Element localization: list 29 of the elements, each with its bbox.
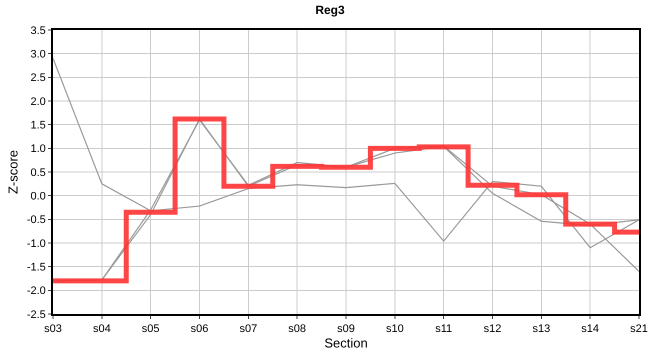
y-tick-label: 1.5 [30, 120, 46, 132]
y-tick-label: 2.5 [30, 72, 46, 84]
y-tick-label: 1.0 [30, 143, 46, 156]
y-axis-title: Z-score [5, 150, 20, 194]
x-tick-label: s08 [288, 323, 306, 336]
x-tick-label: s05 [142, 323, 160, 336]
x-axis-title: Section [324, 335, 368, 350]
x-tick-label: s06 [190, 323, 208, 336]
y-tick-label: 2.0 [30, 96, 46, 108]
x-tick-label: s14 [581, 323, 600, 336]
y-tick-label: 3.0 [30, 48, 46, 61]
y-tick-label: -0.5 [26, 214, 46, 226]
x-tick-label: s07 [239, 323, 258, 336]
y-tick-label: -2.0 [26, 285, 46, 298]
x-tick-label: s11 [435, 323, 452, 336]
x-tick-label: s10 [386, 323, 404, 336]
x-tick-label: s21 [630, 323, 648, 336]
y-tick-label: 0.0 [30, 190, 46, 203]
x-tick-label: s13 [532, 323, 550, 336]
y-tick-label: 3.5 [30, 24, 46, 37]
y-tick-label: -1.0 [26, 238, 46, 250]
x-tick-label: s04 [92, 323, 111, 336]
x-tick-label: s03 [44, 323, 62, 336]
y-tick-label: -2.5 [26, 308, 46, 321]
x-tick-label: s09 [337, 323, 355, 336]
x-tick-label: s12 [484, 323, 502, 336]
y-tick-label: -1.5 [26, 262, 46, 274]
chart-title: Reg3 [315, 2, 345, 17]
y-tick-label: 0.5 [30, 166, 46, 179]
